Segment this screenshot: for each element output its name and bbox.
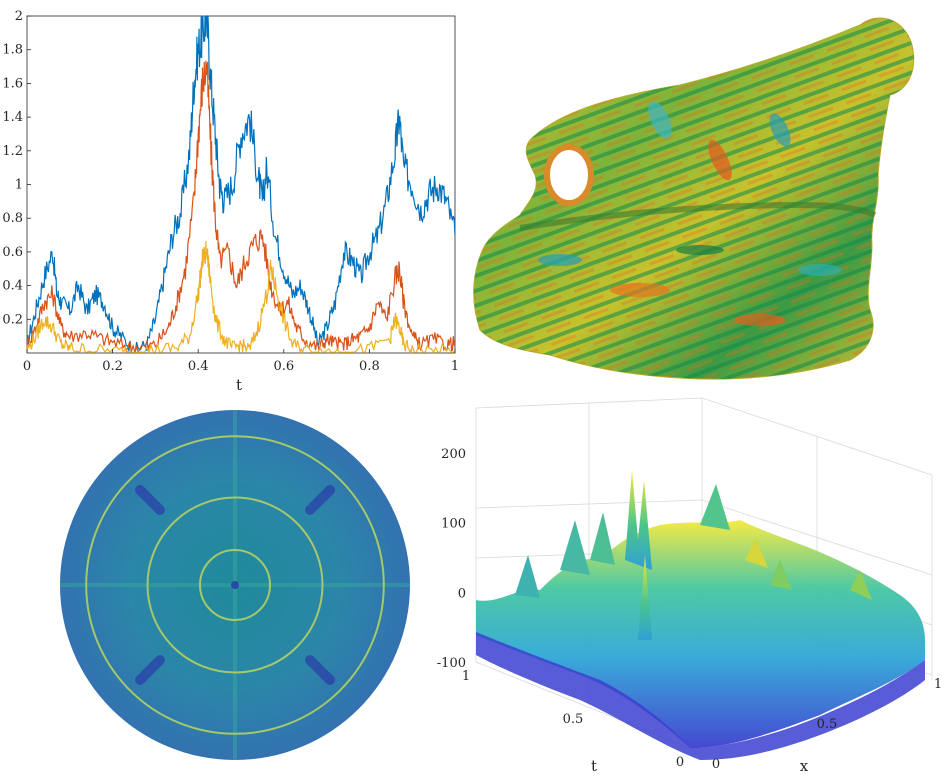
disk-ring bbox=[199, 549, 271, 621]
surface-t-tick-label: 0 bbox=[676, 755, 684, 770]
line-y-tick-label: 0.8 bbox=[2, 211, 23, 226]
surface-x-tick-label: 0.5 bbox=[817, 717, 838, 732]
line-y-tick-label: 1.4 bbox=[2, 110, 23, 125]
line-y-tick-label: 1 bbox=[15, 178, 23, 193]
surface-peaks bbox=[515, 470, 872, 640]
blob-fold bbox=[519, 201, 877, 231]
surface-t-tick-label: 0.5 bbox=[563, 712, 584, 727]
line-chart-panel: 0 0.2 0.4 0.6 0.8 1 0.2 0.4 0.6 0.8 1 1.2 1.4 1.6 1.8… bbox=[2, 9, 459, 394]
line-x-tick-label: 0.4 bbox=[188, 359, 209, 374]
line-series-2 bbox=[26, 60, 456, 355]
blob-hole bbox=[544, 144, 594, 206]
disk-center bbox=[231, 581, 239, 589]
line-x-tick-label: 0.8 bbox=[359, 359, 380, 374]
disk-rings bbox=[85, 435, 385, 735]
line-chart-x-ticks: 0 0.2 0.4 0.6 0.8 1 bbox=[23, 349, 459, 374]
surface-t-label: t bbox=[591, 757, 597, 775]
line-x-tick-label: 0.2 bbox=[102, 359, 123, 374]
disk-ring bbox=[85, 435, 385, 735]
disk-heatmap bbox=[60, 410, 410, 760]
line-series-1 bbox=[26, 15, 456, 353]
line-y-tick-label: 1.6 bbox=[2, 76, 23, 91]
line-y-tick-label: 2 bbox=[15, 9, 23, 24]
surface-plot-panel: -100 0 100 200 0 0.5 1 0 0.5 1 x t bbox=[437, 397, 942, 775]
line-x-tick-label: 1 bbox=[451, 359, 459, 374]
surface-t-tick-label: 1 bbox=[462, 669, 470, 684]
disk-ring bbox=[146, 496, 324, 674]
line-chart-series bbox=[26, 15, 456, 355]
line-chart-x-label: t bbox=[236, 376, 242, 394]
surface-x-tick-label: 1 bbox=[934, 677, 942, 692]
surface-z-tick-label: 100 bbox=[441, 517, 466, 532]
disk-dark-streaks bbox=[135, 485, 335, 685]
line-series-3 bbox=[26, 241, 456, 355]
line-y-tick-label: 0.4 bbox=[2, 279, 23, 294]
line-x-tick-label: 0 bbox=[23, 359, 31, 374]
surface-body bbox=[476, 520, 925, 748]
surface-front-skirt bbox=[476, 632, 925, 760]
surface-x-tick-label: 0 bbox=[712, 757, 720, 772]
line-y-tick-label: 1.8 bbox=[2, 43, 23, 58]
line-y-tick-label: 0.2 bbox=[2, 312, 23, 327]
line-x-tick-label: 0.6 bbox=[273, 359, 294, 374]
surface-z-tick-label: 0 bbox=[458, 586, 466, 601]
blob-hotspots bbox=[538, 101, 842, 326]
blob-texture bbox=[473, 17, 914, 380]
line-y-tick-label: 0.6 bbox=[2, 245, 23, 260]
surface-blob-render bbox=[473, 17, 915, 380]
surface-ticks: -100 0 100 200 0 0.5 1 0 0.5 1 bbox=[437, 447, 942, 772]
surface-x-label: x bbox=[800, 757, 809, 775]
line-y-tick-label: 1.2 bbox=[2, 144, 23, 159]
line-chart-y-ticks: 0.2 0.4 0.6 0.8 1 1.2 1.4 1.6 1.8 2 bbox=[2, 9, 31, 327]
surface-z-tick-label: -100 bbox=[437, 656, 466, 671]
surface-z-tick-label: 200 bbox=[441, 447, 466, 462]
